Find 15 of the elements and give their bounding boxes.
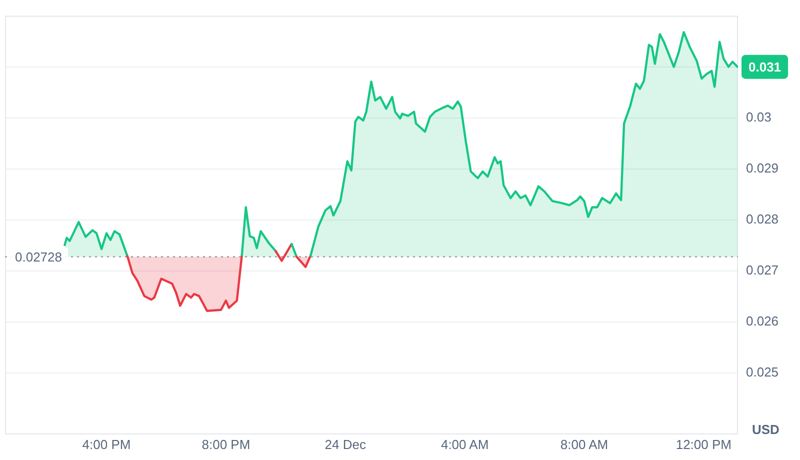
x-tick-label: 4:00 PM [82, 436, 131, 452]
x-tick-label: 12:00 PM [676, 436, 732, 452]
y-tick-label: 0.029 [746, 160, 779, 176]
y-tick-label: 0.027 [746, 262, 779, 278]
ref-line-label: 0.02728 [15, 249, 62, 264]
x-tick-label: 24 Dec [324, 436, 366, 452]
annotation: 0.031 [748, 59, 782, 74]
y-axis-title: USD [752, 422, 780, 437]
y-tick-label: 0.03 [746, 109, 772, 124]
y-tick-label: 0.028 [746, 212, 779, 227]
y-tick-label: 0.025 [746, 364, 779, 380]
x-tick-label: 8:00 AM [560, 436, 608, 452]
y-tick-label: 0.026 [746, 314, 779, 329]
x-tick-label: 4:00 AM [440, 436, 489, 452]
x-tick-label: 8:00 PM [202, 436, 250, 452]
